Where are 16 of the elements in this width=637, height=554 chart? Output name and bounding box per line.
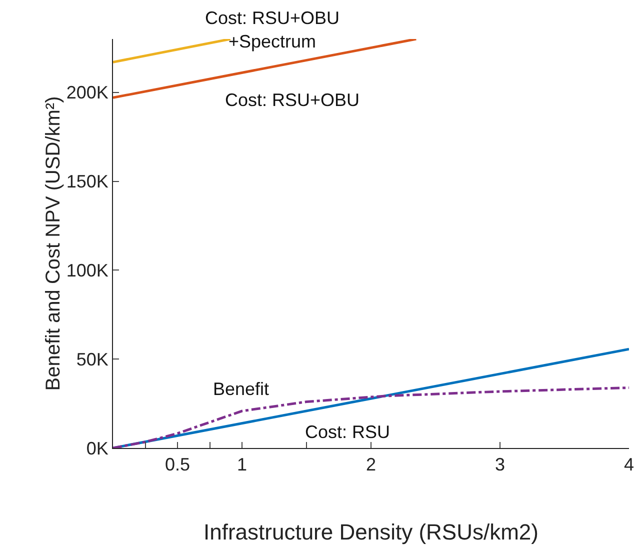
x-axis-title: Infrastructure Density (RSUs/km2) bbox=[204, 520, 538, 544]
x-tick-label: 1 bbox=[236, 454, 248, 475]
y-axis-title: Benefit and Cost NPV (USD/km²) bbox=[42, 96, 64, 391]
x-tick-label: 3 bbox=[494, 454, 506, 475]
y-tick-label: 100K bbox=[66, 260, 108, 280]
series-label: Cost: RSU+OBU bbox=[225, 90, 360, 110]
x-tick-label: 2 bbox=[366, 454, 376, 475]
y-tick-label: 150K bbox=[66, 172, 108, 192]
y-tick-label: 0K bbox=[86, 438, 108, 458]
y-tick-label: 50K bbox=[76, 349, 108, 370]
series-label: Cost: RSU+OBU +Spectrum bbox=[205, 8, 340, 52]
x-tick-label: 4 bbox=[624, 454, 634, 475]
x-tick-label: 0.5 bbox=[164, 454, 190, 475]
series-label: Cost: RSU bbox=[305, 422, 390, 442]
y-tick-label: 200K bbox=[66, 82, 108, 103]
series-label: Benefit bbox=[213, 379, 270, 399]
